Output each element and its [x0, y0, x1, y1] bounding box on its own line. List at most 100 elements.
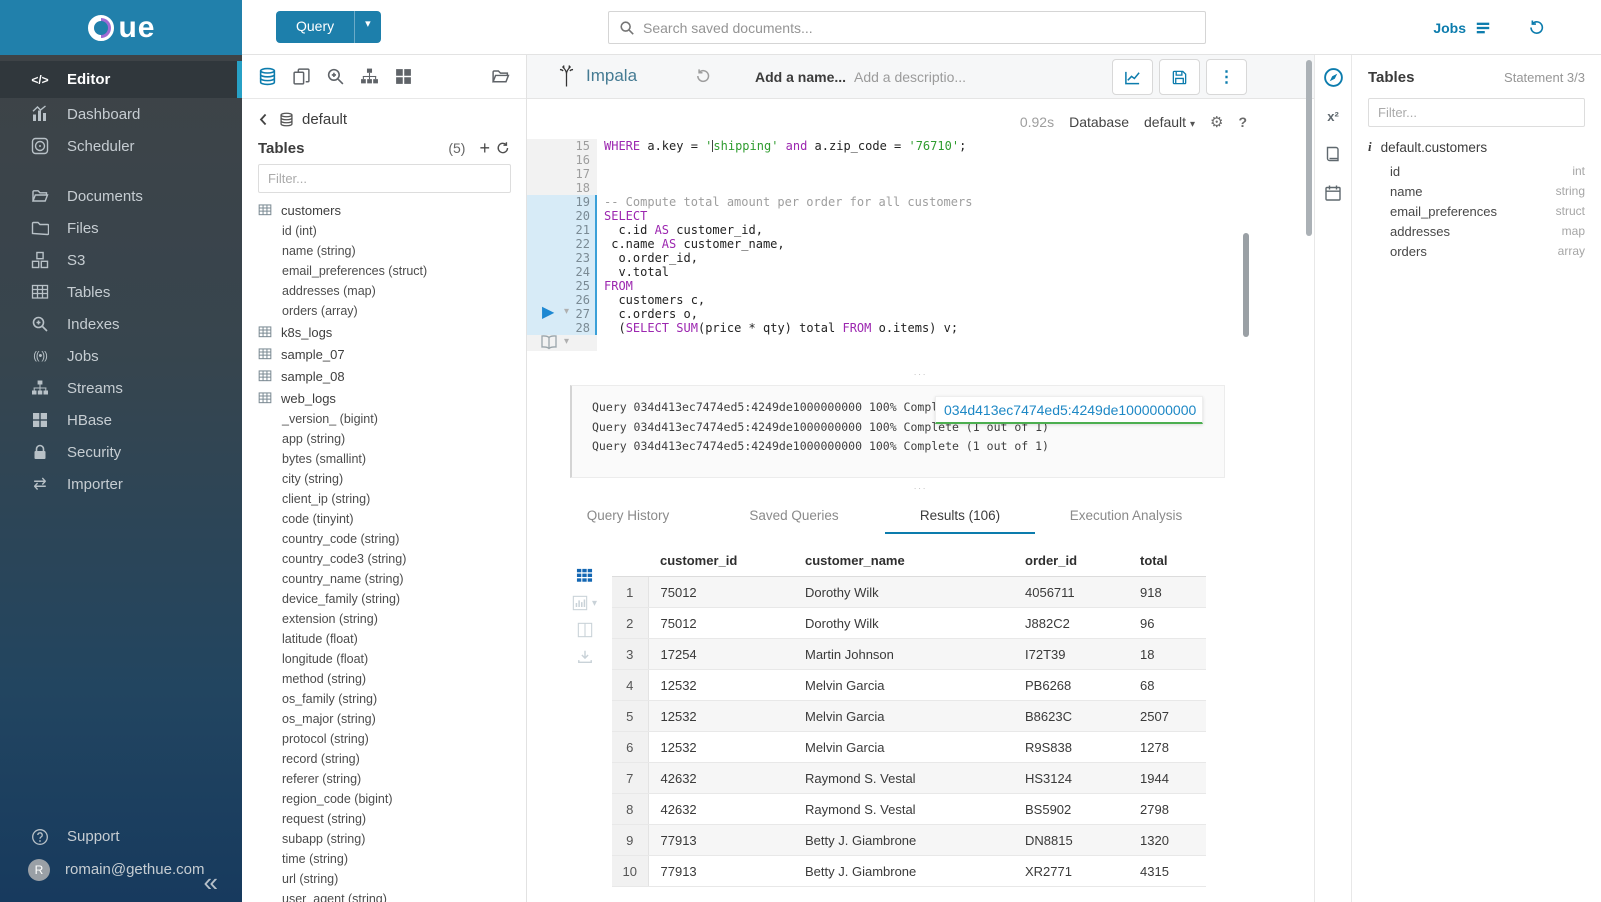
- assist-column[interactable]: os_family (string): [282, 692, 378, 706]
- assist-column[interactable]: request (string): [282, 812, 367, 826]
- assist-column[interactable]: country_name (string): [282, 572, 404, 586]
- assist-column[interactable]: id int: [1368, 161, 1585, 181]
- explain-book-icon[interactable]: [540, 333, 558, 351]
- assist-column[interactable]: client_ip (string): [282, 492, 371, 506]
- assist-table[interactable]: k8s_logs: [242, 321, 526, 343]
- search-plus-icon[interactable]: [326, 67, 345, 86]
- right-filter-input[interactable]: [1368, 98, 1585, 127]
- assist-column[interactable]: longitude (float): [282, 652, 369, 666]
- active-table-row[interactable]: i default.customers: [1368, 139, 1585, 155]
- execute-button[interactable]: ▶: [542, 304, 555, 321]
- assist-column[interactable]: addresses (map): [282, 284, 376, 298]
- assist-column[interactable]: bytes (smallint): [282, 452, 367, 466]
- grid-view-icon[interactable]: [572, 567, 597, 584]
- apps-grid-icon[interactable]: [394, 67, 413, 86]
- sidebar-item-hbase[interactable]: HBase: [0, 404, 242, 436]
- sidebar-item-jobs[interactable]: ((•)) Jobs: [0, 340, 242, 372]
- history-icon[interactable]: [1528, 19, 1545, 36]
- calendar-icon[interactable]: [1324, 184, 1342, 202]
- sidebar-item-security[interactable]: Security: [0, 436, 242, 468]
- editor-scrollbar[interactable]: [1243, 233, 1249, 337]
- database-breadcrumb[interactable]: default: [242, 99, 526, 132]
- assist-column[interactable]: country_code (string): [282, 532, 400, 546]
- sidebar-item-s3[interactable]: S3: [0, 244, 242, 276]
- assist-column[interactable]: city (string): [282, 472, 344, 486]
- column-header-order-id[interactable]: order_id: [1013, 545, 1128, 577]
- sidebar-item-user[interactable]: R romain@gethue.com: [0, 853, 242, 886]
- sidebar-item-support[interactable]: Support: [0, 820, 242, 853]
- assist-column[interactable]: extension (string): [282, 612, 378, 626]
- download-icon[interactable]: [572, 649, 597, 665]
- jobs-link[interactable]: Jobs: [1433, 19, 1466, 36]
- sitemap-icon[interactable]: [360, 67, 379, 86]
- assist-column[interactable]: email_preferences struct: [1368, 201, 1585, 221]
- assist-column[interactable]: time (string): [282, 852, 348, 866]
- assistant-compass-icon[interactable]: [1323, 67, 1344, 88]
- tables-filter-input[interactable]: [258, 164, 511, 193]
- query-description-field[interactable]: Add a descriptio...: [854, 69, 967, 85]
- sidebar-item-files[interactable]: Files: [0, 212, 242, 244]
- assist-column[interactable]: referer (string): [282, 772, 362, 786]
- sidebar-item-indexes[interactable]: Indexes: [0, 308, 242, 340]
- main-scrollbar[interactable]: [1306, 60, 1312, 236]
- query-name-field[interactable]: Add a name...: [755, 69, 847, 85]
- chart-view-icon[interactable]: [572, 595, 588, 611]
- query-button[interactable]: Query ▾: [276, 11, 381, 43]
- query-id-link[interactable]: 034d413ec7474ed5:4249de1000000000: [935, 396, 1203, 424]
- assist-column[interactable]: name (string): [282, 244, 356, 258]
- assist-column[interactable]: os_major (string): [282, 712, 376, 726]
- assist-column[interactable]: method (string): [282, 672, 367, 686]
- folder-open-icon[interactable]: [491, 67, 510, 86]
- search-input[interactable]: [643, 19, 1195, 36]
- explain-options-caret[interactable]: ▾: [564, 336, 570, 347]
- functions-icon[interactable]: x²: [1327, 109, 1339, 124]
- sidebar-item-editor[interactable]: </> Editor: [0, 61, 242, 98]
- query-button-label[interactable]: Query: [296, 18, 335, 34]
- query-dropdown-caret[interactable]: ▾: [354, 11, 381, 43]
- assist-column[interactable]: user_agent (string): [282, 892, 387, 902]
- assist-column[interactable]: latitude (float): [282, 632, 358, 646]
- more-actions-button[interactable]: ⋮: [1206, 59, 1247, 95]
- sidebar-item-documents[interactable]: Documents: [0, 180, 242, 212]
- sidebar-item-importer[interactable]: ⇄ Importer: [0, 468, 242, 500]
- database-dropdown[interactable]: default ▾: [1144, 114, 1195, 130]
- tab-query-history[interactable]: Query History: [586, 508, 670, 523]
- assist-table[interactable]: web_logs: [242, 387, 526, 409]
- assist-column[interactable]: _version_ (bigint): [282, 412, 378, 426]
- execute-options-caret[interactable]: ▾: [564, 306, 570, 317]
- assist-column[interactable]: orders (array): [282, 304, 358, 318]
- settings-gear-icon[interactable]: ⚙: [1209, 114, 1224, 131]
- assist-column[interactable]: name string: [1368, 181, 1585, 201]
- sql-editor[interactable]: 15 WHERE a.key = 'shipping' and a.zip_cod…: [527, 139, 972, 351]
- assist-column[interactable]: email_preferences (struct): [282, 264, 428, 278]
- chart-button[interactable]: [1112, 59, 1153, 95]
- database-assist-icon[interactable]: [258, 67, 277, 86]
- chart-type-caret[interactable]: ▾: [592, 597, 598, 609]
- assist-column[interactable]: protocol (string): [282, 732, 369, 746]
- assist-table[interactable]: sample_07: [242, 343, 526, 365]
- log-resize-handle[interactable]: [527, 369, 1314, 379]
- assist-column[interactable]: subapp (string): [282, 832, 366, 846]
- sidebar-item-tables[interactable]: Tables: [0, 276, 242, 308]
- sidebar-item-dashboard[interactable]: Dashboard: [0, 98, 242, 130]
- assist-table[interactable]: customers: [242, 199, 526, 221]
- sidebar-item-streams[interactable]: Streams: [0, 372, 242, 404]
- add-table-icon[interactable]: +: [479, 138, 490, 158]
- assist-column[interactable]: url (string): [282, 872, 339, 886]
- engine-selector[interactable]: Impala: [557, 64, 637, 88]
- assist-table[interactable]: sample_08: [242, 365, 526, 387]
- column-header-total[interactable]: total: [1128, 545, 1206, 577]
- tab-saved-queries[interactable]: Saved Queries: [749, 508, 839, 523]
- hue-logo[interactable]: ue: [86, 12, 155, 43]
- column-header-customer-id[interactable]: customer_id: [648, 545, 793, 577]
- refresh-icon[interactable]: [496, 141, 510, 155]
- column-header-customer-name[interactable]: customer_name: [793, 545, 1013, 577]
- help-icon[interactable]: ?: [1238, 114, 1247, 130]
- assist-column[interactable]: orders array: [1368, 241, 1585, 261]
- save-button[interactable]: [1159, 59, 1200, 95]
- sidebar-item-scheduler[interactable]: Scheduler: [0, 130, 242, 162]
- assist-column[interactable]: id (int): [282, 224, 317, 238]
- jobs-list-icon[interactable]: [1475, 20, 1491, 36]
- assist-column[interactable]: country_code3 (string): [282, 552, 407, 566]
- documents-assist-icon[interactable]: [292, 67, 311, 86]
